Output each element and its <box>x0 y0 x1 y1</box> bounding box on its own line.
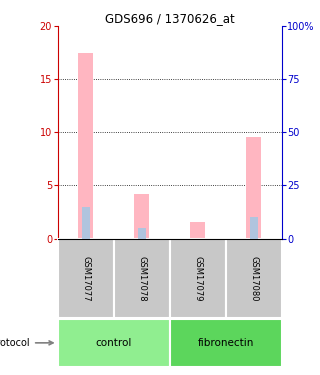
Bar <box>190 222 205 238</box>
Text: control: control <box>95 338 132 348</box>
Bar <box>78 53 93 238</box>
Bar <box>250 217 258 238</box>
Bar <box>58 238 114 318</box>
Bar <box>134 194 149 238</box>
Bar <box>138 228 146 238</box>
Bar <box>226 238 282 318</box>
Bar <box>170 319 282 366</box>
Text: GSM17077: GSM17077 <box>81 256 90 301</box>
Text: GSM17078: GSM17078 <box>137 256 146 301</box>
Bar <box>82 207 90 238</box>
Text: fibronectin: fibronectin <box>197 338 254 348</box>
Title: GDS696 / 1370626_at: GDS696 / 1370626_at <box>105 12 235 25</box>
Text: GSM17079: GSM17079 <box>193 256 202 301</box>
Text: protocol: protocol <box>0 338 53 348</box>
Bar <box>170 238 226 318</box>
Bar <box>114 238 170 318</box>
Bar <box>246 136 261 238</box>
Text: GSM17080: GSM17080 <box>249 256 258 301</box>
Bar <box>58 319 170 366</box>
